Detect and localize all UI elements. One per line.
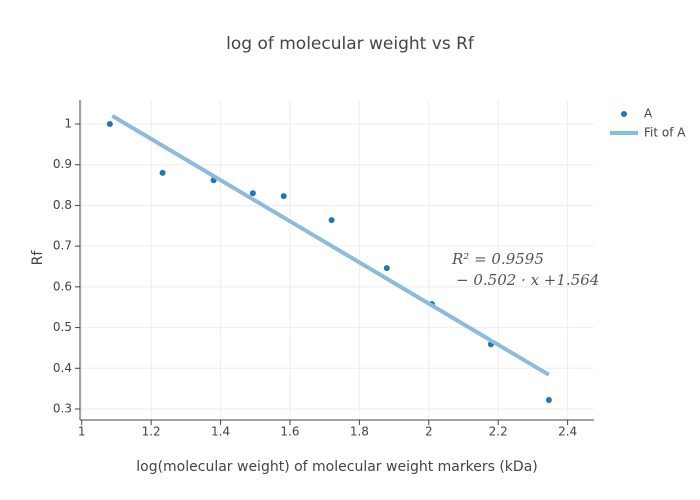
point xyxy=(280,193,287,200)
y-tick-label: 0.6 xyxy=(53,279,72,293)
fit-line xyxy=(111,114,550,377)
y-tick-label: 0.7 xyxy=(53,239,72,253)
point xyxy=(328,217,335,224)
x-tick-label: 1.6 xyxy=(280,425,299,439)
legend-label: A xyxy=(644,107,653,121)
point xyxy=(106,121,113,128)
x-tick-label: 2.4 xyxy=(558,425,577,439)
y-axis-title: Rf xyxy=(30,250,46,266)
y-tick-label: 0.4 xyxy=(53,361,72,375)
y-tick-label: 0.9 xyxy=(53,157,72,171)
y-tick-label: 0.8 xyxy=(53,198,72,212)
point xyxy=(159,169,166,176)
y-tick-label: 0.3 xyxy=(53,402,72,416)
y-tick-label: 0.5 xyxy=(53,320,72,334)
x-tick-label: 1.2 xyxy=(142,425,161,439)
x-tick-label: 2 xyxy=(425,425,433,439)
y-tick-label: 1 xyxy=(64,117,72,131)
annotation: R² = 0.9595 xyxy=(451,250,544,268)
point xyxy=(249,190,256,197)
legend-swatch xyxy=(621,111,627,117)
x-tick-label: 1.8 xyxy=(350,425,369,439)
chart-title: log of molecular weight vs Rf xyxy=(226,34,475,54)
x-tick-label: 2.2 xyxy=(489,425,508,439)
legend-label: Fit of A xyxy=(644,126,686,140)
x-tick-label: 1 xyxy=(78,425,86,439)
point xyxy=(383,265,390,272)
x-tick-label: 1.4 xyxy=(211,425,230,439)
point xyxy=(545,397,552,404)
x-axis-title: log(molecular weight) of molecular weigh… xyxy=(136,459,538,475)
annotation: − 0.502 · x +1.564 xyxy=(456,271,599,289)
